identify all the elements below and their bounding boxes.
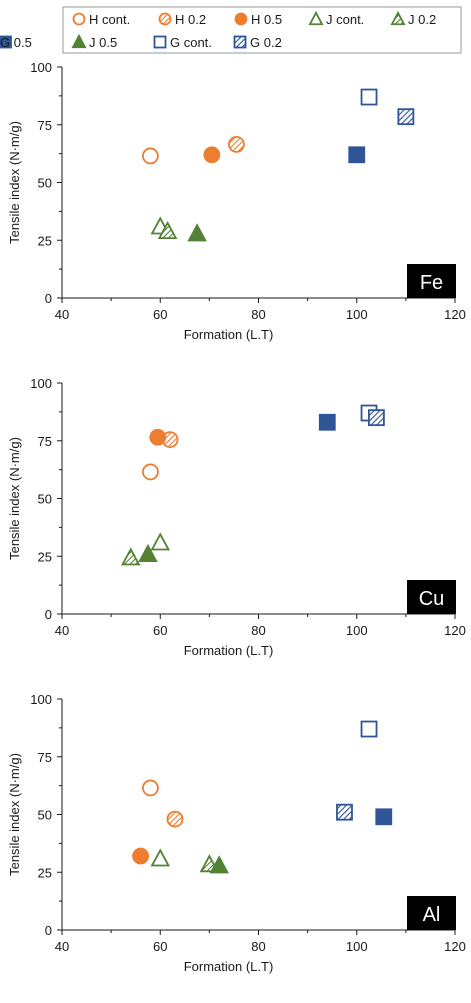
legend-marker-g-cont [153, 35, 167, 49]
chart-legend: H cont. H 0.2 H 0.5 J cont. J 0.2 J 0.5 G cont… [0, 6, 462, 54]
data-point-j-05 [209, 855, 229, 874]
legend-marker-j-05 [71, 33, 87, 49]
chart-panel-fe: 0 25 50 75 100 40 60 80 100 120 Formation (L.T) Ten… [7, 60, 466, 342]
data-point-j-05 [138, 543, 158, 562]
data-point-j-05 [187, 223, 207, 242]
y-tick-label: 75 [38, 750, 52, 765]
legend-label-j-cont: J cont. [326, 12, 364, 27]
y-tick-label: 100 [30, 60, 52, 75]
legend-marker-j-02 [390, 10, 406, 26]
chart-panel-cu: 0 25 50 75 100 40 60 80 100 120 Formation (L.T) Ten… [7, 376, 466, 658]
x-axis-label: Formation (L.T) [184, 327, 274, 342]
panel-badge [407, 580, 456, 614]
data-point-g-05 [318, 413, 336, 431]
data-point-j-02 [121, 547, 141, 566]
y-tick-label: 25 [38, 549, 52, 564]
x-tick-label: 100 [346, 939, 368, 954]
y-tick-label: 0 [45, 923, 52, 938]
y-axis-label: Tensile index (N·m/g) [7, 437, 22, 560]
panel-badge-label: Al [423, 904, 441, 926]
legend-label-j-02: J 0.2 [408, 12, 436, 27]
data-point-g-cont [360, 88, 378, 106]
y-tick-label: 75 [38, 434, 52, 449]
legend-marker-h-02 [158, 12, 172, 26]
x-tick-label: 80 [251, 623, 265, 638]
y-tick-label: 0 [45, 607, 52, 622]
panel-badge-label: Cu [419, 588, 445, 610]
legend-frame [62, 6, 462, 54]
legend-label-j-05: J 0.5 [89, 35, 117, 50]
data-point-h-02 [166, 810, 184, 828]
x-axis-label: Formation (L.T) [184, 643, 274, 658]
data-point-h-05 [149, 428, 167, 446]
legend-label-g-cont: G cont. [170, 35, 212, 50]
y-tick-label: 50 [38, 808, 52, 823]
x-axis-label: Formation (L.T) [184, 959, 274, 974]
legend-label-h-05: H 0.5 [251, 12, 282, 27]
data-point-j-cont [150, 848, 171, 867]
chart-panel-al: 0 25 50 75 100 40 60 80 100 120 Formation (L.T) Ten… [7, 692, 466, 974]
y-tick-label: 75 [38, 118, 52, 133]
x-tick-label: 60 [153, 623, 167, 638]
data-point-h-cont [142, 779, 159, 797]
legend-marker-h-05 [234, 12, 248, 26]
y-axis-label: Tensile index (N·m/g) [7, 121, 22, 244]
data-point-h-cont [142, 147, 159, 165]
x-tick-label: 100 [346, 307, 368, 322]
data-point-g-05 [375, 808, 393, 826]
x-tick-label: 120 [444, 307, 466, 322]
panel-badge [407, 264, 456, 298]
x-tick-label: 40 [55, 623, 69, 638]
y-tick-label: 25 [38, 233, 52, 248]
legend-label-g-05: G 0.5 [0, 35, 32, 50]
x-tick-label: 80 [251, 307, 265, 322]
x-tick-label: 60 [153, 939, 167, 954]
x-tick-label: 120 [444, 939, 466, 954]
data-point-h-05 [203, 146, 221, 164]
legend-marker-g-05 [0, 35, 12, 49]
panel-badge-label: Fe [420, 272, 443, 294]
y-tick-label: 50 [38, 492, 52, 507]
legend-label-g-02: G 0.2 [250, 35, 282, 50]
legend-label-h-02: H 0.2 [175, 12, 206, 27]
data-point-g-02 [397, 108, 415, 126]
y-tick-label: 25 [38, 865, 52, 880]
panel-badge [407, 896, 456, 930]
data-point-h-02 [227, 135, 245, 153]
data-point-j-cont [150, 532, 171, 551]
data-point-h-05 [132, 847, 150, 865]
x-tick-label: 100 [346, 623, 368, 638]
y-axis-label: Tensile index (N·m/g) [7, 753, 22, 876]
y-tick-label: 100 [30, 376, 52, 391]
x-tick-label: 80 [251, 939, 265, 954]
y-tick-label: 100 [30, 692, 52, 707]
data-point-h-cont [142, 463, 159, 481]
legend-label-h-cont: H cont. [89, 12, 130, 27]
legend-marker-h-cont [72, 12, 86, 26]
legend-marker-j-cont [308, 10, 324, 26]
x-tick-label: 60 [153, 307, 167, 322]
data-point-g-cont [360, 720, 378, 738]
data-point-g-02 [367, 409, 385, 427]
x-tick-label: 40 [55, 939, 69, 954]
x-tick-label: 40 [55, 307, 69, 322]
legend-marker-g-02 [233, 35, 247, 49]
y-tick-label: 50 [38, 176, 52, 191]
data-point-j-02 [157, 220, 178, 240]
y-tick-label: 0 [45, 291, 52, 306]
data-point-g-02 [336, 803, 353, 821]
data-point-g-05 [348, 146, 366, 164]
x-tick-label: 120 [444, 623, 466, 638]
